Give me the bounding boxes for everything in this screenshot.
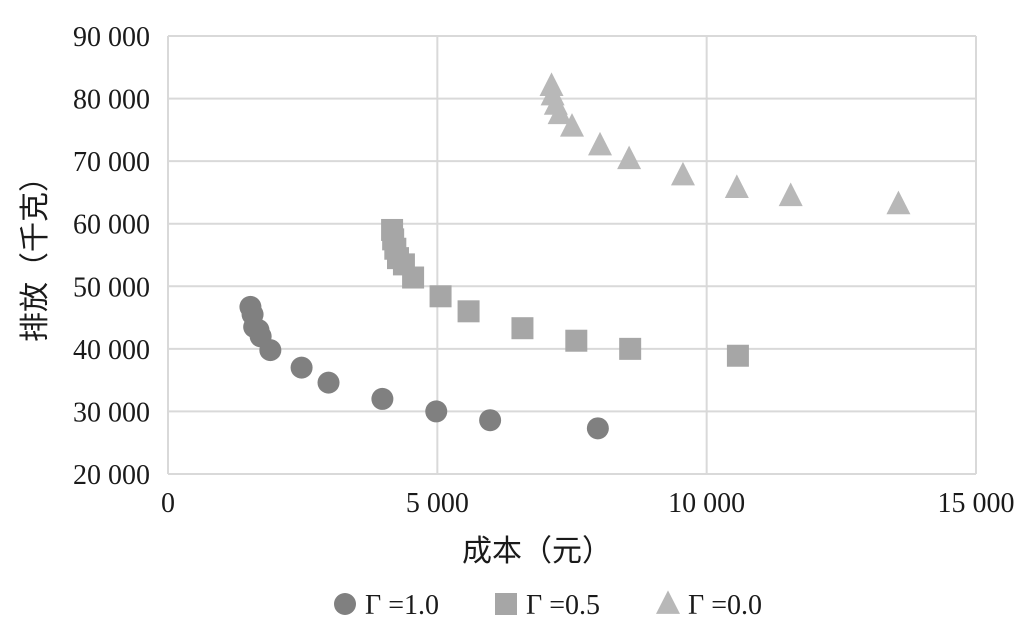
data-point — [425, 400, 448, 423]
data-point — [259, 339, 282, 362]
data-point — [565, 329, 588, 352]
x-tick-label: 0 — [161, 488, 175, 519]
data-point — [724, 174, 749, 198]
legend-marker-icon — [656, 590, 680, 614]
data-point — [402, 266, 425, 289]
x-tick-label: 15 000 — [938, 488, 1015, 519]
x-axis-ticks: 0 5 000 10 000 15 000 — [161, 488, 1015, 519]
data-point — [726, 344, 749, 367]
y-tick-label: 30 000 — [73, 397, 150, 428]
series-square — [381, 218, 749, 367]
legend-item: Γ =1.0 — [334, 590, 439, 621]
data-point — [457, 300, 480, 323]
data-point — [511, 317, 534, 340]
y-tick-label: 90 000 — [73, 22, 150, 53]
legend: Γ =1.0 Γ =0.5 Γ =0.0 — [334, 590, 762, 621]
grid — [167, 35, 977, 475]
y-axis-ticks: 20 000 30 000 40 000 50 000 60 000 70 000 80 0… — [73, 22, 150, 491]
y-tick-label: 60 000 — [73, 210, 150, 241]
y-tick-label: 40 000 — [73, 335, 150, 366]
data-point — [886, 190, 911, 215]
y-tick-label: 80 000 — [73, 85, 150, 116]
data-point — [479, 409, 502, 432]
data-points — [239, 72, 911, 440]
data-point — [588, 131, 613, 156]
data-point — [586, 417, 609, 440]
legend-label: Γ =0.0 — [688, 590, 762, 621]
legend-label: Γ =0.5 — [526, 590, 600, 621]
y-axis-title: 排放（千克） — [19, 162, 52, 342]
series-circle — [239, 295, 609, 440]
y-tick-label: 70 000 — [73, 147, 150, 178]
data-point — [547, 100, 572, 125]
legend-label: Γ =1.0 — [365, 590, 439, 621]
legend-item: Γ =0.0 — [656, 590, 762, 621]
y-tick-label: 50 000 — [73, 272, 150, 303]
data-point — [429, 285, 452, 308]
x-axis-title: 成本（元） — [462, 535, 612, 568]
data-point — [560, 113, 584, 137]
data-point — [617, 145, 642, 170]
x-tick-label: 5 000 — [406, 488, 469, 519]
data-point — [619, 337, 642, 360]
legend-marker-icon — [495, 593, 517, 615]
data-point — [778, 182, 803, 207]
data-point — [317, 371, 340, 394]
y-tick-label: 20 000 — [73, 460, 150, 491]
legend-item: Γ =0.5 — [495, 590, 600, 621]
data-point — [371, 387, 394, 410]
x-tick-label: 10 000 — [668, 488, 745, 519]
data-point — [290, 356, 313, 379]
series-triangle — [539, 72, 911, 215]
legend-marker-icon — [334, 593, 356, 615]
data-point — [670, 161, 695, 186]
